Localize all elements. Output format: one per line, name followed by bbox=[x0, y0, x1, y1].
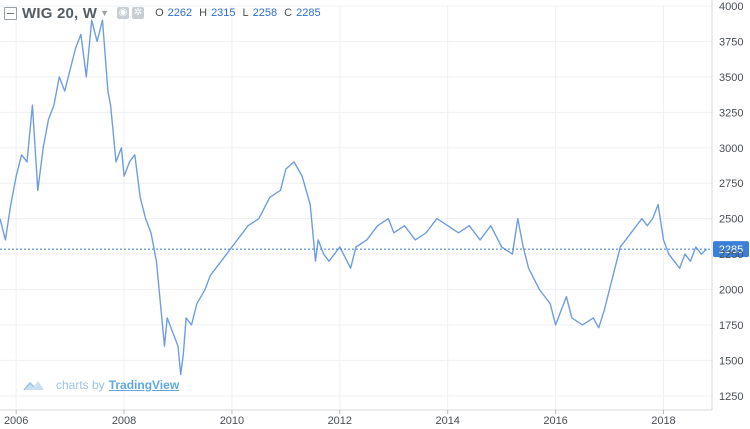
x-tick-label: 2014 bbox=[435, 415, 459, 427]
open-value: 2262 bbox=[167, 7, 193, 19]
y-tick-label: 3750 bbox=[719, 36, 743, 48]
gear-icon[interactable]: ✲ bbox=[132, 7, 145, 19]
x-tick-label: 2012 bbox=[328, 415, 352, 427]
y-tick-label: 3000 bbox=[719, 143, 743, 155]
eye-icon[interactable]: ◉ bbox=[117, 7, 130, 19]
close-value: 2285 bbox=[296, 7, 321, 19]
y-tick-label: 1500 bbox=[719, 355, 743, 367]
x-tick-label: 2018 bbox=[651, 415, 675, 427]
last-price-label: 2285 bbox=[719, 244, 743, 256]
low-value: 2258 bbox=[252, 7, 278, 19]
watermark-prefix: charts by bbox=[56, 378, 105, 392]
x-tick-label: 2008 bbox=[112, 415, 136, 427]
last-price-label-bg bbox=[713, 241, 749, 258]
open-label: O bbox=[155, 7, 164, 19]
chart-legend: WIG 20, W ▼ ◉ ✲ O 2262 H 2315 L 2258 C 2… bbox=[4, 3, 328, 23]
y-tick-label: 3250 bbox=[719, 107, 743, 119]
wig20-price-line bbox=[0, 19, 708, 376]
x-tick-label: 2010 bbox=[220, 415, 244, 427]
high-label: H bbox=[199, 7, 208, 19]
tradingview-link[interactable]: TradingView bbox=[108, 378, 180, 392]
tradingview-watermark[interactable]: charts by TradingView bbox=[22, 378, 179, 392]
low-label: L bbox=[242, 7, 249, 19]
series-group bbox=[0, 19, 708, 376]
y-tick-label: 1250 bbox=[719, 391, 743, 403]
chart-grid bbox=[0, 5, 712, 410]
y-tick-label: 3500 bbox=[719, 72, 743, 84]
x-tick-label: 2016 bbox=[543, 415, 567, 427]
y-tick-label: 2750 bbox=[719, 178, 743, 190]
high-value: 2315 bbox=[211, 7, 236, 19]
y-tick-label: 2250 bbox=[719, 249, 743, 261]
symbol-title[interactable]: WIG 20, W bbox=[22, 4, 98, 22]
cloud-logo-icon bbox=[23, 381, 44, 391]
y-tick-label: 2500 bbox=[719, 214, 743, 226]
x-tick-label: 2006 bbox=[4, 415, 28, 427]
close-label: C bbox=[284, 7, 293, 19]
collapse-legend-icon[interactable] bbox=[4, 6, 17, 20]
last-price-marker: 2285 bbox=[0, 241, 749, 258]
y-tick-label: 2000 bbox=[719, 285, 743, 297]
y-tick-label: 4000 bbox=[719, 1, 743, 13]
axis-ticks: 1250 1500 1750 2000 2250 2500 2750 3000 3250 3500… bbox=[4, 1, 744, 427]
chevron-down-icon[interactable]: ▼ bbox=[100, 8, 110, 18]
ohlc-values: O 2262 H 2315 L 2258 C 2285 bbox=[155, 7, 328, 19]
y-tick-label: 1750 bbox=[719, 320, 743, 332]
